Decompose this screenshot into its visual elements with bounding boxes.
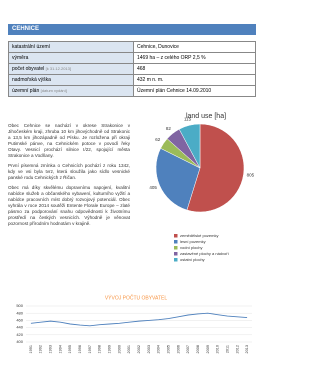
x-tick-label: 1995: [68, 345, 72, 353]
row-label: nadmořská výška: [8, 74, 134, 86]
pie-slice: [155, 148, 201, 211]
slice-label: 115: [184, 117, 192, 122]
x-tick-label: 2008: [196, 345, 200, 353]
slice-label: 62: [155, 137, 161, 142]
legend-swatch: [174, 246, 178, 250]
x-tick-label: 1998: [98, 345, 102, 353]
x-tick-label: 1999: [108, 345, 112, 353]
y-tick-label: 420: [16, 332, 23, 337]
x-tick-label: 2007: [186, 345, 190, 353]
legend-swatch: [174, 252, 178, 256]
line-title: VÝVOJ POČTU OBYVATEL: [105, 294, 168, 301]
y-tick-label: 480: [16, 310, 23, 315]
x-tick-label: 2013: [245, 345, 249, 353]
legend-label: ostatní plochy: [180, 257, 205, 262]
legend-label: zastavěné plochy a nádvoří: [180, 251, 230, 256]
slice-label: 405: [149, 185, 157, 190]
x-tick-label: 1991: [29, 345, 33, 353]
pie-chart: land use [ha] 805 zemědělské pozemky 405 le…: [149, 113, 255, 262]
x-tick-label: 2009: [206, 345, 210, 353]
x-tick-label: 2006: [176, 345, 180, 353]
x-tick-label: 2012: [235, 345, 239, 353]
x-tick-label: 2001: [127, 345, 131, 353]
paragraph: První písemná zmínka o Cehnicích pochází…: [8, 163, 130, 180]
legend-label: zemědělské pozemky: [180, 233, 218, 238]
slice-label: 805: [247, 173, 255, 178]
slice-label: 82: [166, 126, 172, 131]
x-tick-label: 2010: [216, 345, 220, 353]
header-title: CEHNICE: [8, 24, 256, 35]
legend-label: lesní pozemky: [180, 239, 206, 244]
page: CEHNICE katastrální území Cehnice, Dunovi…: [8, 24, 256, 354]
population-line: [30, 312, 248, 327]
x-tick-label: 2003: [147, 345, 151, 353]
paragraph: Obec Cehnice se nachází v okrese Strakon…: [8, 123, 130, 158]
x-tick-label: 2004: [157, 345, 161, 353]
y-tick-label: 400: [16, 339, 23, 344]
row-value: 468: [133, 63, 256, 75]
pie-slice: [186, 123, 245, 213]
row-label: výměra: [8, 52, 134, 64]
x-tick-label: 1993: [49, 345, 53, 353]
row-value: 432 m n. m.: [133, 74, 256, 86]
legend-swatch: [174, 258, 178, 262]
row-cell: územní plán [datum vydání]: [8, 85, 134, 97]
paragraph: Obec má díky skvělému dopravnímu napojen…: [8, 185, 130, 226]
x-tick-label: 1994: [58, 345, 62, 353]
x-tick-label: 2002: [137, 345, 141, 353]
y-tick-label: 500: [16, 303, 23, 308]
y-tick-label: 460: [16, 317, 23, 322]
line-chart: VÝVOJ POČTU OBYVATEL 400 420 440 460 480 500 1…: [16, 294, 252, 353]
x-tick-label: 2005: [166, 345, 170, 353]
text-column: Obec Cehnice se nachází v okrese Strakon…: [8, 123, 130, 231]
legend-label: vodní plochy: [180, 245, 202, 250]
row-value: Územní plán Cehnice 14.09.2010: [133, 85, 256, 97]
pie-title: land use [ha]: [186, 113, 226, 120]
x-tick-label: 1996: [78, 345, 82, 353]
row-value: 1469 ha – z celého ORP 2,5 %: [133, 52, 256, 64]
row-label: územní plán: [12, 88, 40, 94]
row-cell: počet obyvatel [k 31.12.2013]: [8, 63, 134, 75]
info-table: katastrální území Cehnice, Dunovice výměr…: [8, 41, 256, 97]
x-tick-label: 2011: [225, 345, 229, 353]
legend-swatch: [174, 234, 178, 238]
row-value: Cehnice, Dunovice: [133, 41, 256, 53]
x-tick-label: 1992: [39, 345, 43, 353]
pie-slice: [178, 123, 201, 169]
x-tick-label: 1997: [88, 345, 92, 353]
row-label: počet obyvatel: [12, 66, 45, 72]
y-tick-label: 440: [16, 325, 23, 330]
row-label: katastrální území: [8, 41, 134, 53]
row-note: [datum vydání]: [40, 88, 67, 93]
legend-swatch: [174, 240, 178, 244]
row-note: [k 31.12.2013]: [45, 66, 71, 71]
x-tick-label: 2000: [117, 345, 121, 353]
